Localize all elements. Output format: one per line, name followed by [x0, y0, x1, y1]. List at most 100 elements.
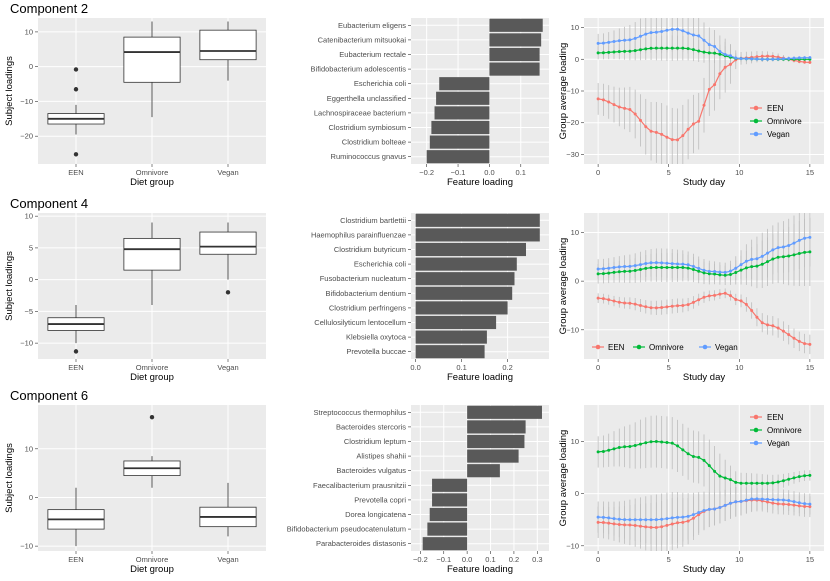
- series-point-omnivore: [744, 481, 748, 485]
- series-point-omnivore: [676, 444, 680, 448]
- series-point-vegan: [686, 31, 690, 35]
- x-tick-label: EEN: [68, 363, 83, 372]
- series-point-een: [670, 522, 674, 526]
- bar-category-label: Eggerthella unclassified: [327, 94, 406, 103]
- series-point-vegan: [681, 515, 685, 519]
- series-point-omnivore: [644, 441, 648, 445]
- series-point-vegan: [633, 518, 637, 522]
- series-point-omnivore: [771, 481, 775, 485]
- series-point-vegan: [787, 56, 791, 60]
- series-point-omnivore: [702, 458, 706, 462]
- series-point-vegan: [665, 517, 669, 521]
- series-point-een: [617, 523, 621, 527]
- series-point-een: [633, 112, 637, 116]
- series-point-omnivore: [797, 475, 801, 479]
- bar-category-label: Bifidobacterium adolescentis: [311, 65, 407, 74]
- bar: [431, 120, 490, 135]
- y-tick-label: 0: [29, 493, 33, 502]
- bar-category-label: Clostridium symbiosum: [328, 123, 406, 132]
- bar: [467, 420, 526, 434]
- bar-category-label: Catenibacterium mitsuokai: [318, 35, 407, 44]
- series-point-vegan: [623, 265, 627, 269]
- y-axis-label: Group average loading: [558, 430, 569, 527]
- series-point-een: [686, 519, 690, 523]
- series-point-vegan: [601, 515, 605, 519]
- bar: [429, 507, 468, 522]
- series-point-een: [808, 60, 812, 64]
- series-point-een: [792, 503, 796, 507]
- bar: [415, 330, 487, 344]
- series-point-omnivore: [750, 265, 754, 269]
- series-point-een: [713, 293, 717, 297]
- bar-category-label: Klebsiella oxytoca: [346, 333, 407, 342]
- series-point-een: [638, 303, 642, 307]
- series-point-vegan: [792, 500, 796, 504]
- series-point-omnivore: [665, 440, 669, 444]
- series-point-omnivore: [781, 255, 785, 259]
- series-point-vegan: [697, 266, 701, 270]
- series-point-vegan: [766, 251, 770, 255]
- x-tick-label: Omnivore: [136, 363, 169, 372]
- series-point-een: [750, 308, 754, 312]
- bar-category-label: Escherichia coli: [354, 260, 406, 269]
- series-point-omnivore: [633, 444, 637, 448]
- series-point-omnivore: [596, 450, 600, 454]
- series-point-een: [808, 342, 812, 346]
- bar: [432, 493, 468, 507]
- series-point-vegan: [617, 517, 621, 521]
- series-point-omnivore: [803, 474, 807, 478]
- series-point-vegan: [750, 497, 754, 501]
- series-point-een: [670, 304, 674, 308]
- series-point-vegan: [644, 518, 648, 522]
- series-point-een: [713, 83, 717, 87]
- series-point-vegan: [607, 516, 611, 520]
- y-tick-label: −10: [20, 339, 33, 348]
- series-point-vegan: [808, 56, 812, 60]
- series-point-vegan: [691, 264, 695, 268]
- series-point-omnivore: [792, 476, 796, 480]
- series-point-vegan: [739, 499, 743, 503]
- series-point-een: [803, 60, 807, 64]
- series-point-vegan: [670, 27, 674, 31]
- x-tick-label: 0.0: [484, 168, 494, 177]
- y-tick-label: 10: [571, 23, 579, 32]
- series-point-vegan: [728, 269, 732, 273]
- series-point-omnivore: [766, 260, 770, 264]
- y-tick-label: 0: [29, 275, 33, 284]
- x-tick-label: EEN: [68, 555, 83, 564]
- series-point-een: [596, 520, 600, 524]
- bar-category-label: Escherichia coli: [354, 79, 406, 88]
- component-title: Component 2: [10, 1, 88, 16]
- y-tick-label: −10: [566, 325, 579, 334]
- series-point-vegan: [734, 56, 738, 60]
- series-point-vegan: [734, 500, 738, 504]
- x-tick-label: Omnivore: [136, 168, 169, 177]
- series-point-vegan: [718, 49, 722, 53]
- y-tick-label: −20: [20, 132, 33, 141]
- series-point-een: [596, 296, 600, 300]
- x-tick-label: −0.2: [413, 555, 428, 564]
- series-point-een: [707, 294, 711, 298]
- bar-category-label: Haemophilus parainfluenzae: [311, 230, 406, 239]
- series-point-omnivore: [686, 47, 690, 51]
- x-tick-label: −0.1: [451, 168, 466, 177]
- series-point-vegan: [681, 29, 685, 33]
- x-tick-label: 0: [596, 555, 600, 564]
- series-point-een: [628, 301, 632, 305]
- series-point-een: [612, 299, 616, 303]
- bar: [467, 449, 519, 463]
- series-point-vegan: [771, 498, 775, 502]
- y-tick-label: −20: [566, 118, 579, 127]
- series-point-een: [638, 524, 642, 528]
- series-point-een: [728, 62, 732, 66]
- series-point-vegan: [781, 57, 785, 61]
- x-tick-label: Vegan: [217, 555, 238, 564]
- series-point-omnivore: [628, 269, 632, 273]
- series-point-een: [607, 298, 611, 302]
- bar: [427, 522, 468, 536]
- series-point-omnivore: [638, 442, 642, 446]
- series-point-vegan: [750, 257, 754, 261]
- series-point-vegan: [681, 262, 685, 266]
- box-vegan: [199, 29, 257, 61]
- series-point-omnivore: [607, 50, 611, 54]
